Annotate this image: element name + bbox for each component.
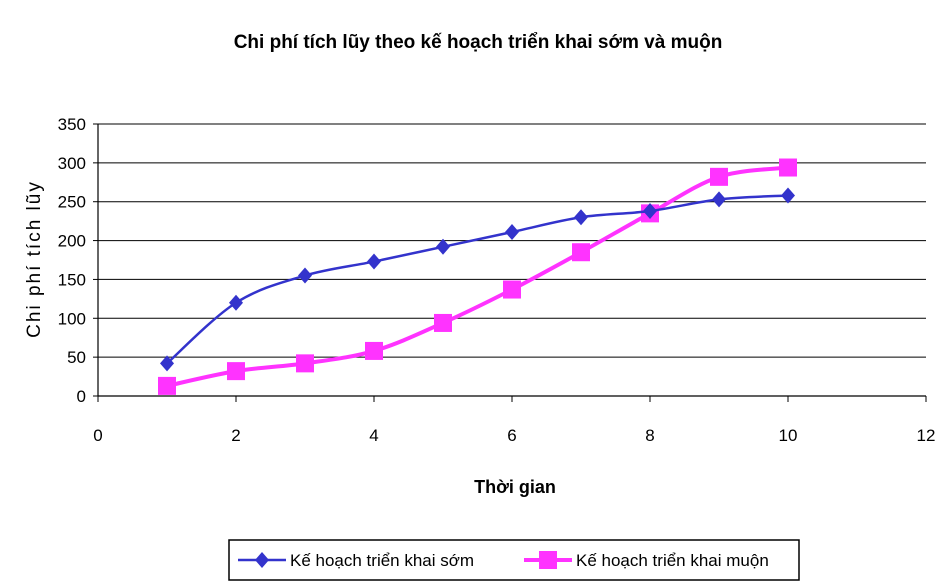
series-1-point-7 [574, 209, 588, 226]
y-axis-title: Chi phí tích lũy [24, 180, 45, 338]
series-layer [158, 158, 797, 395]
series-2-point-9 [710, 167, 728, 186]
y-tick-label-150: 150 [58, 270, 86, 289]
y-tick-label-250: 250 [58, 193, 86, 212]
x-tick-labels: 0 2 4 6 8 10 12 [93, 426, 935, 445]
x-tick-label-10: 10 [779, 426, 798, 445]
y-tick-label-300: 300 [58, 154, 86, 173]
chart-title: Chi phí tích lũy theo kế hoạch triển kha… [234, 32, 723, 53]
series-1-point-2 [229, 294, 243, 311]
series-2-line [166, 165, 789, 388]
series-1-point-9 [712, 191, 726, 208]
x-axis-title: Thời gian [474, 477, 556, 497]
series-1 [160, 187, 795, 372]
series-2-point-5 [434, 313, 452, 332]
axes [93, 123, 927, 402]
series-2-point-6 [503, 280, 521, 299]
y-tick-label-200: 200 [58, 232, 86, 251]
legend-label-2: Kế hoạch triển khai muộn [576, 551, 769, 570]
series-2-point-10 [779, 158, 797, 177]
legend-label-1: Kế hoạch triển khai sớm [290, 551, 474, 570]
series-1-point-8 [643, 203, 657, 220]
series-1-line [166, 194, 789, 365]
series-1-point-5 [436, 238, 450, 255]
series-1-point-4 [367, 253, 381, 270]
series-2-point-3 [296, 354, 314, 373]
series-1-point-3 [298, 267, 312, 284]
series-2-point-7 [572, 243, 590, 262]
y-tick-label-0: 0 [77, 387, 86, 406]
series-2 [158, 158, 797, 395]
legend: Kế hoạch triển khai sớm Kế hoạch triển kh… [228, 539, 800, 581]
legend-marker-2 [539, 551, 557, 569]
series-1-point-10 [781, 187, 795, 204]
y-tick-labels: 0 50 100 150 200 250 300 350 [58, 115, 86, 406]
series-1-point-1 [160, 355, 174, 372]
x-tick-label-4: 4 [369, 426, 378, 445]
x-tick-label-0: 0 [93, 426, 102, 445]
legend-marker-1 [255, 552, 269, 568]
x-tick-label-2: 2 [231, 426, 240, 445]
series-2-point-1 [158, 376, 176, 395]
x-tick-label-6: 6 [507, 426, 516, 445]
series-1-point-6 [505, 224, 519, 241]
gridlines [98, 123, 926, 358]
legend-box [228, 539, 800, 581]
y-tick-label-350: 350 [58, 115, 86, 134]
series-2-point-2 [227, 362, 245, 381]
x-tick-label-8: 8 [645, 426, 654, 445]
y-tick-label-50: 50 [67, 348, 86, 367]
series-2-point-4 [365, 341, 383, 360]
y-tick-label-100: 100 [58, 309, 86, 328]
x-tick-label-12: 12 [917, 426, 936, 445]
